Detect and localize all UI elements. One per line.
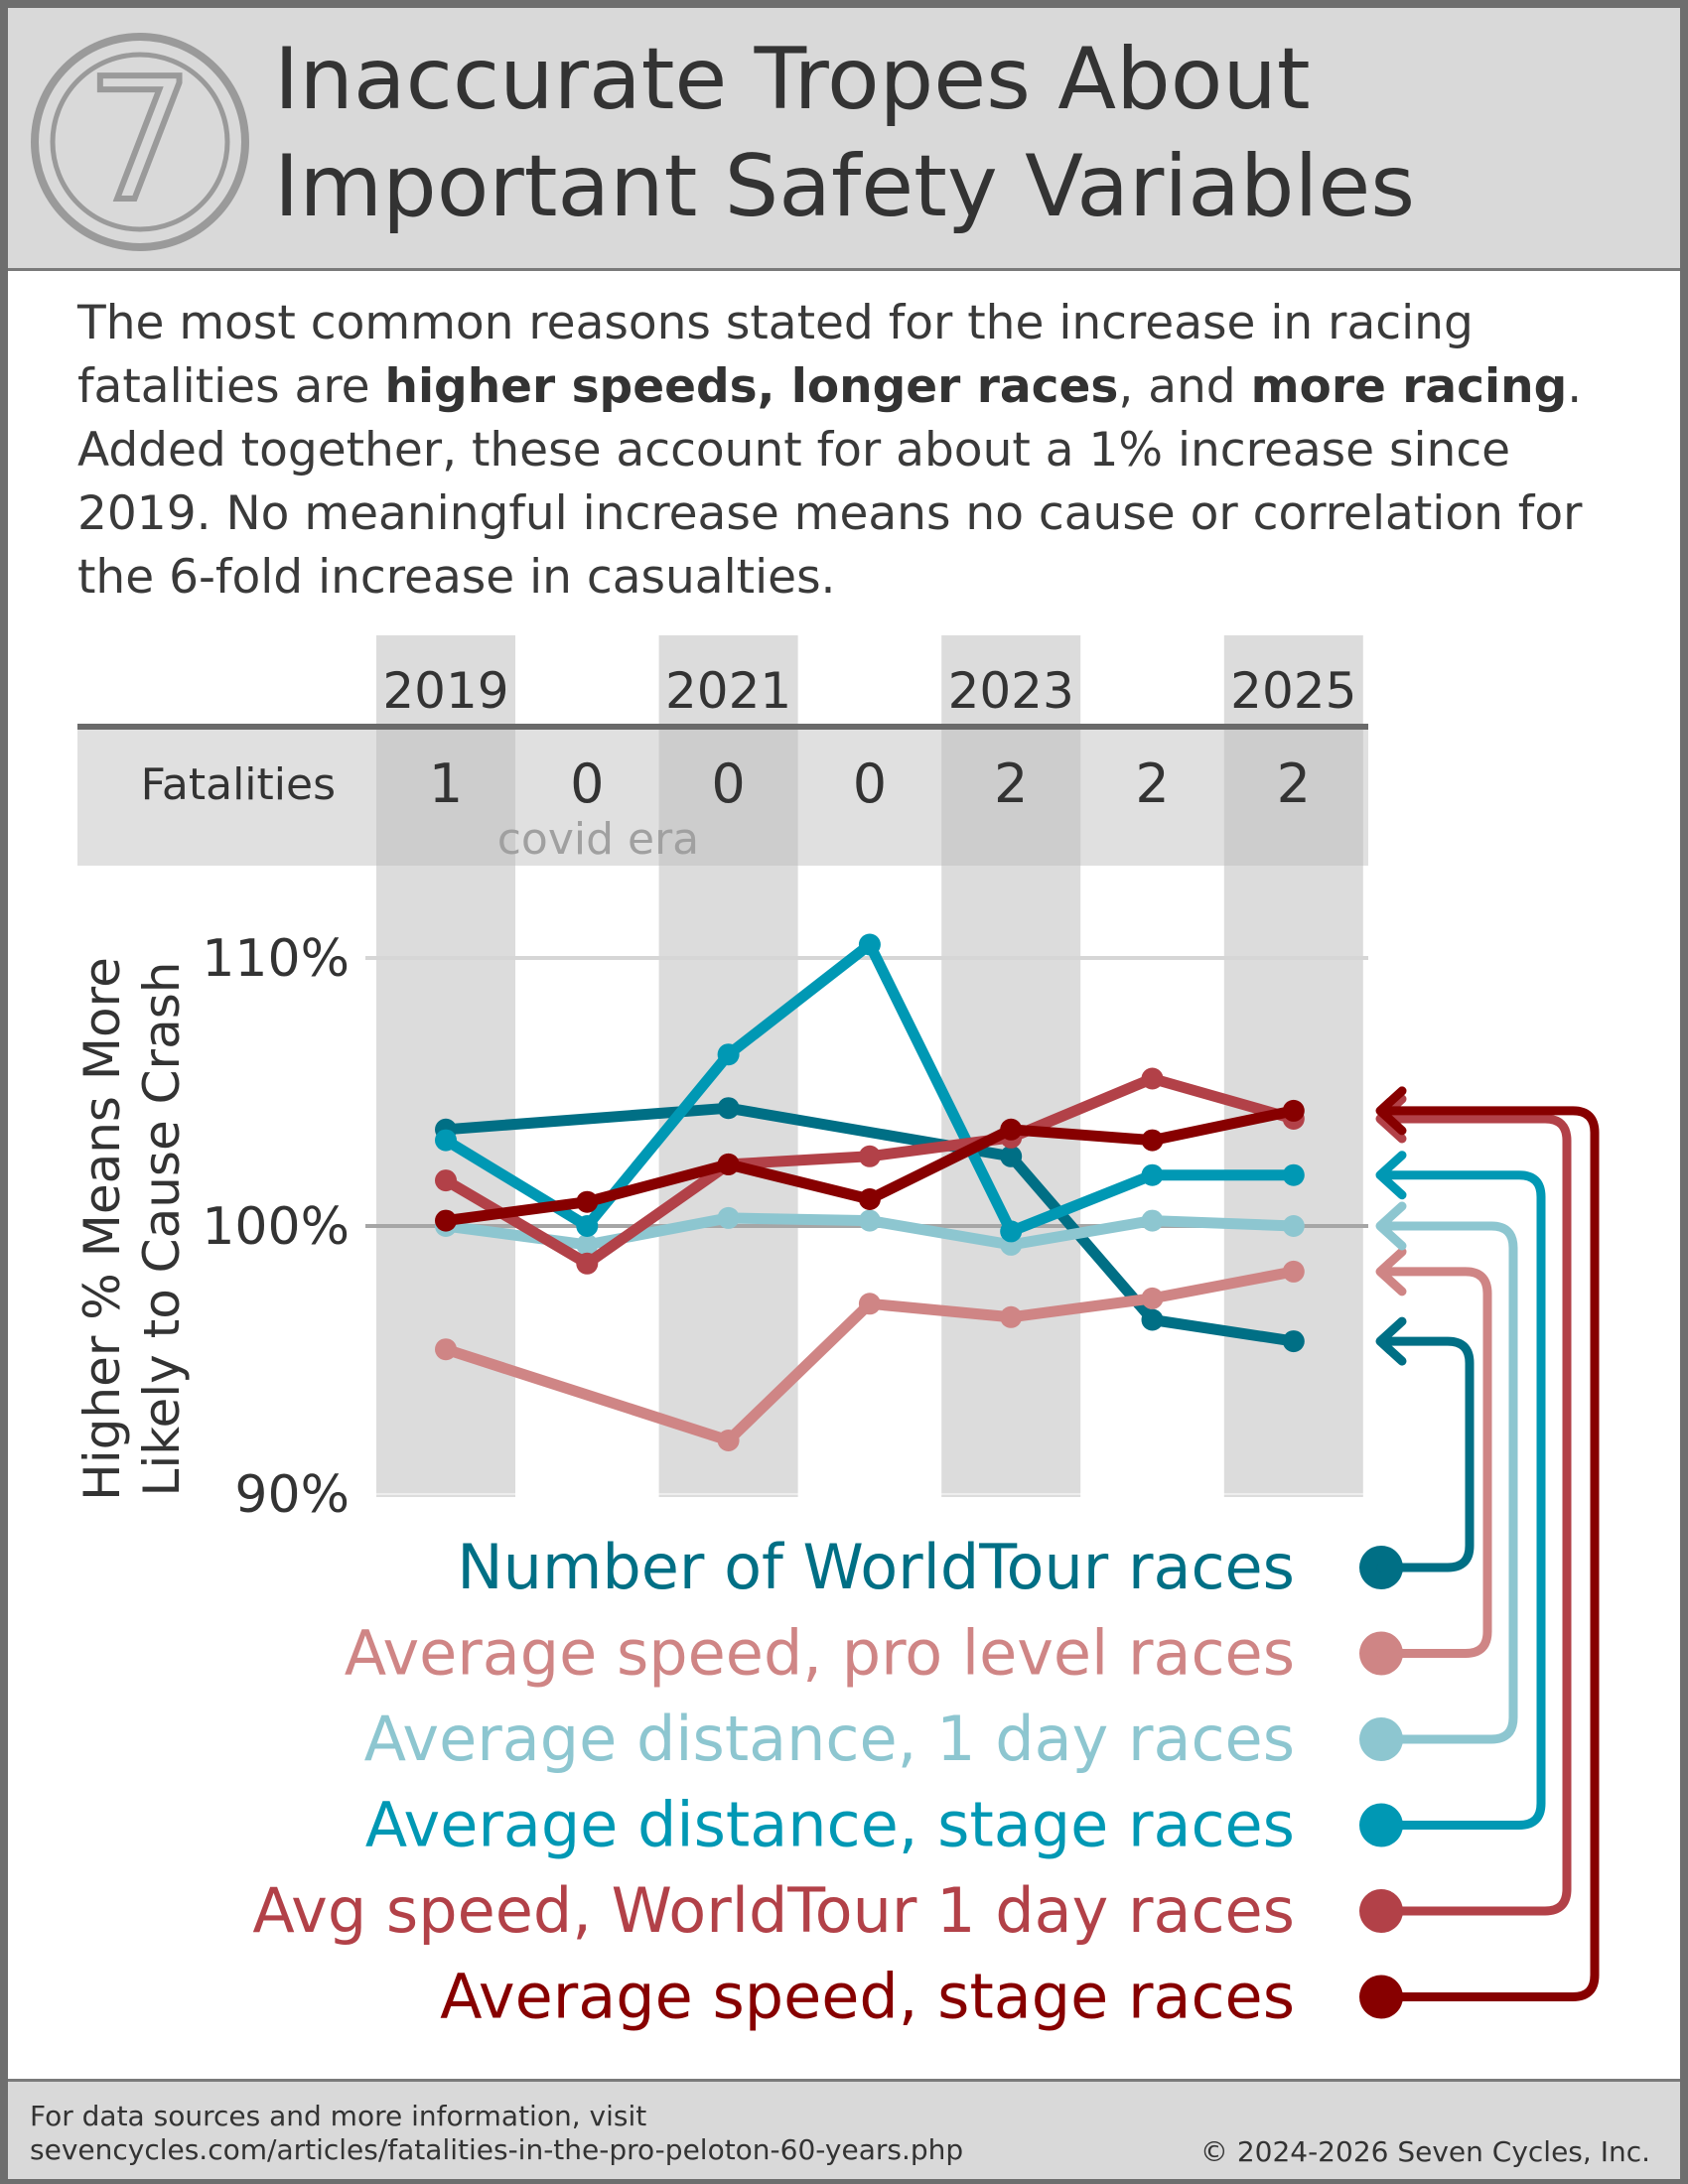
intro-text-3: . Added together, these account for abou… <box>77 359 1583 605</box>
chart-legend: Number of WorldTour races Average speed, … <box>252 1086 1600 2033</box>
data-point-2-2019 <box>435 1338 457 1361</box>
chart: 2019 2021 2023 2025 Fatalities 1 0 0 0 2 2 2 covid e… <box>73 635 1600 2033</box>
data-point-3-2024 <box>1141 1209 1164 1232</box>
legend-connector-6 <box>1376 1106 1600 2001</box>
data-point-1-2024 <box>1141 1308 1164 1331</box>
series-line-2 <box>440 1266 1300 1446</box>
data-point-2-2025 <box>1282 1260 1305 1283</box>
data-point-2-2024 <box>1141 1287 1164 1309</box>
legend-label-1: Number of WorldTour races <box>457 1531 1295 1603</box>
legend-label-5: Avg speed, WorldTour 1 day races <box>252 1874 1295 1947</box>
data-point-5-2022 <box>858 1145 881 1167</box>
data-point-3-2021 <box>717 1206 740 1229</box>
data-point-4-2020 <box>576 1215 599 1237</box>
data-point-5-2020 <box>576 1252 599 1275</box>
footer: For data sources and more information, v… <box>8 2079 1680 2179</box>
legend-label-2: Average speed, pro level races <box>345 1617 1295 1690</box>
fatality-count-2021: 0 <box>711 752 745 815</box>
data-point-3-2022 <box>858 1209 881 1232</box>
data-point-6-2020 <box>576 1190 599 1213</box>
fatality-count-2025: 2 <box>1277 752 1311 815</box>
fatality-count-2023: 2 <box>994 752 1028 815</box>
legend-connector-2 <box>1376 1267 1492 1658</box>
data-point-4-2024 <box>1141 1163 1164 1186</box>
title-line-2: Important Safety Variables <box>274 137 1416 236</box>
legend-connector-3 <box>1376 1221 1518 1744</box>
covid-era-label: covid era <box>497 814 699 865</box>
x-tick-label: 2023 <box>948 662 1074 720</box>
intro-bold-1: higher speeds, longer races <box>384 359 1119 414</box>
data-point-4-2025 <box>1282 1163 1305 1186</box>
footer-note: For data sources and more information, v… <box>30 2100 963 2167</box>
data-point-1-2025 <box>1282 1330 1305 1353</box>
legend-connector-5 <box>1376 1114 1572 1916</box>
intro-text-1: The most common reasons stated for the i… <box>77 296 1474 414</box>
year-column-cell-2025 <box>1223 727 1363 866</box>
header: 7 Inaccurate Tropes About Important Safe… <box>8 8 1680 271</box>
logo-glyph: 7 <box>86 43 194 239</box>
intro-paragraph: The most common reasons stated for the i… <box>77 292 1626 610</box>
copyright: © 2024-2026 Seven Cycles, Inc. <box>1199 2135 1650 2168</box>
fatality-count-2020: 0 <box>570 752 604 815</box>
legend-arrowhead-5 <box>1375 1094 1407 1144</box>
data-point-2-2021 <box>717 1430 740 1451</box>
legend-label-6: Average speed, stage races <box>440 1961 1295 2033</box>
chart-series <box>435 933 1305 1451</box>
data-point-3-2020 <box>576 1233 599 1256</box>
data-point-6-2019 <box>435 1209 457 1232</box>
x-tick-label: 2025 <box>1230 662 1356 720</box>
legend-arrowhead-1 <box>1375 1316 1407 1366</box>
data-point-4-2021 <box>717 1043 740 1066</box>
data-point-3-2025 <box>1282 1215 1305 1237</box>
data-point-6-2023 <box>1000 1118 1023 1141</box>
fatality-count-2019: 1 <box>429 752 463 815</box>
legend-connector-4 <box>1376 1170 1546 1830</box>
legend-arrowhead-6 <box>1375 1086 1407 1136</box>
fatality-count-2024: 2 <box>1135 752 1169 815</box>
data-point-1-2023 <box>1000 1145 1023 1167</box>
data-point-2-2023 <box>1000 1305 1023 1328</box>
legend-connector-1 <box>1376 1336 1475 1572</box>
x-tick-label: 2019 <box>382 662 508 720</box>
year-column-cell-2021 <box>658 727 798 866</box>
intro-text-2: , and <box>1118 359 1251 414</box>
data-point-2-2022 <box>858 1293 881 1315</box>
legend-label-4: Average distance, stage races <box>365 1789 1295 1861</box>
data-point-4-2023 <box>1000 1220 1023 1243</box>
data-point-4-2019 <box>435 1129 457 1152</box>
data-point-6-2024 <box>1141 1129 1164 1152</box>
seven-cycles-logo: 7 <box>31 33 249 251</box>
data-point-5-2019 <box>435 1169 457 1192</box>
fatalities-label: Fatalities <box>141 759 336 810</box>
data-point-1-2021 <box>717 1097 740 1120</box>
data-point-6-2025 <box>1282 1099 1305 1122</box>
legend-arrowhead-4 <box>1375 1151 1407 1200</box>
y-axis-title-line-1: Higher % Means More <box>73 957 131 1501</box>
year-column-cell-2023 <box>941 727 1081 866</box>
footer-note-line-1: For data sources and more information, v… <box>30 2100 647 2132</box>
y-tick-label: 110% <box>202 929 350 989</box>
page-title: Inaccurate Tropes About Important Safety… <box>274 26 1664 240</box>
legend-label-3: Average distance, 1 day races <box>364 1703 1295 1775</box>
data-point-6-2021 <box>717 1153 740 1175</box>
legend-arrowhead-3 <box>1375 1201 1407 1251</box>
chart-background <box>77 635 1368 1497</box>
x-tick-label: 2021 <box>665 662 791 720</box>
year-column-cell-2019 <box>376 727 515 866</box>
data-point-5-2024 <box>1141 1067 1164 1090</box>
y-axis-title: Higher % Means More Likely to Cause Crash <box>73 957 191 1501</box>
footer-source-link[interactable]: sevencycles.com/articles/fatalities-in-t… <box>30 2133 964 2166</box>
data-point-6-2022 <box>858 1188 881 1210</box>
y-tick-label: 100% <box>202 1197 350 1257</box>
intro-bold-2: more racing <box>1250 359 1568 414</box>
legend-arrowhead-2 <box>1375 1247 1407 1297</box>
data-point-4-2022 <box>858 933 881 956</box>
fatalities-table: 2019 2021 2023 2025 Fatalities 1 0 0 0 2 2 2 covid e… <box>77 662 1368 865</box>
infographic: 7 Inaccurate Tropes About Important Safe… <box>8 8 1680 2179</box>
y-tick-label: 90% <box>234 1465 350 1525</box>
title-line-1: Inaccurate Tropes About <box>274 30 1311 129</box>
y-axis-title-line-2: Likely to Cause Crash <box>133 962 191 1497</box>
fatality-count-2022: 0 <box>853 752 887 815</box>
